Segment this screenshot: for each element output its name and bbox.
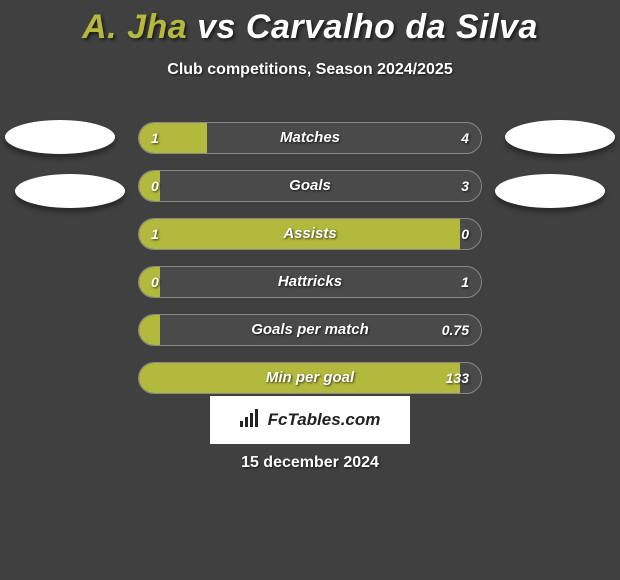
stat-row: 10Assists [138,218,482,250]
player2-photo-placeholder [505,120,615,154]
stat-label: Goals per match [139,315,481,345]
stat-label: Assists [139,219,481,249]
stat-row: 01Hattricks [138,266,482,298]
subtitle: Club competitions, Season 2024/2025 [0,61,620,79]
stat-label: Goals [139,171,481,201]
player2-club-placeholder [495,174,605,208]
stat-row: 03Goals [138,170,482,202]
player2-name: Carvalho da Silva [246,8,538,46]
infographic-container: A. Jha vs Carvalho da Silva Club competi… [0,0,620,580]
comparison-bars: 14Matches 03Goals 10Assists 01Hattricks 0.75… [138,122,482,410]
stat-label: Hattricks [139,267,481,297]
stat-label: Min per goal [139,363,481,393]
stat-row: 133Min per goal [138,362,482,394]
chart-icon [240,409,262,432]
vs-text: vs [197,8,236,46]
player1-photo-placeholder [5,120,115,154]
player1-club-placeholder [15,174,125,208]
player1-name: A. Jha [82,8,187,46]
logo-text: FcTables.com [268,410,381,430]
stat-row: 14Matches [138,122,482,154]
stat-label: Matches [139,123,481,153]
date-text: 15 december 2024 [0,454,620,472]
title: A. Jha vs Carvalho da Silva [0,0,620,47]
stat-row: 0.75Goals per match [138,314,482,346]
logo-box: FcTables.com [210,396,410,444]
